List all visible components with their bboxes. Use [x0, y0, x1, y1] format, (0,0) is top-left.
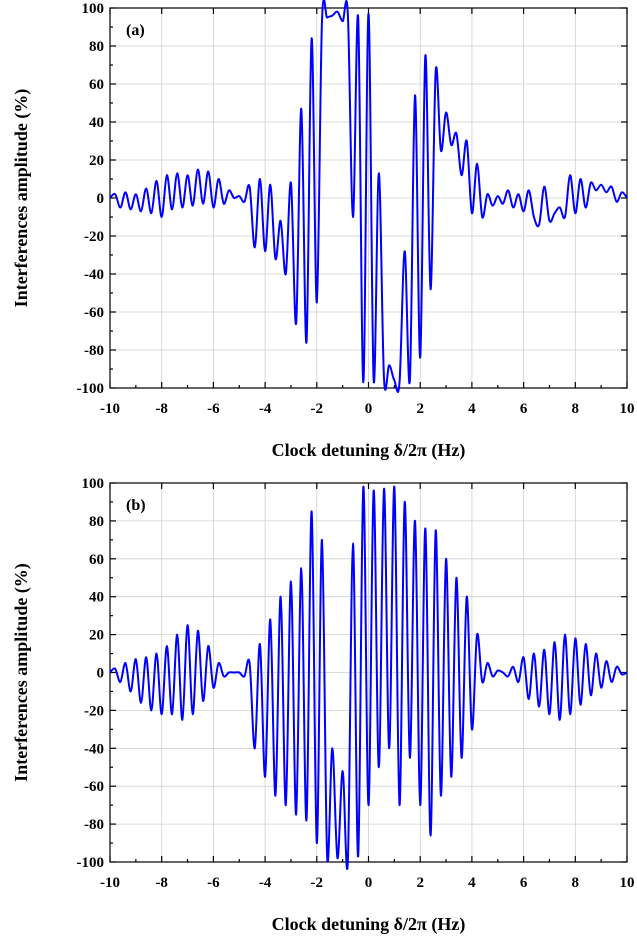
x-tick-label: 0 [365, 401, 373, 417]
y-tick-label: 80 [89, 39, 104, 55]
y-tick-label: 20 [89, 153, 104, 169]
x-tick-label: 4 [468, 875, 476, 891]
panel-a: -10 -8 -6 -4 -2 0 2 4 6 8 10-100-80-60-40-20020406… [11, 0, 635, 461]
x-tick-label: 10 [620, 401, 635, 417]
x-tick-label: 10 [620, 875, 635, 891]
y-tick-label: 40 [89, 590, 104, 606]
y-tick-label: -40 [84, 741, 104, 757]
series-line [109, 485, 628, 870]
panel-b: -10 -8 -6 -4 -2 0 2 4 6 8 10-100-80-60-40-20020406… [11, 476, 635, 935]
x-tick-label: -10 [100, 401, 120, 417]
y-tick-label: 80 [89, 514, 104, 530]
x-tick-label: 2 [416, 875, 424, 891]
y-tick-label: -20 [84, 229, 104, 245]
x-tick-label: 4 [468, 401, 476, 417]
y-tick-label: -40 [84, 267, 104, 283]
x-tick-label: 0 [365, 875, 373, 891]
y-tick-label: -80 [84, 817, 104, 833]
y-tick-label: -80 [84, 343, 104, 359]
y-axis-title: Interferences amplitude (%) [11, 89, 32, 308]
y-tick-label: 0 [97, 191, 105, 207]
x-tick-label: -8 [155, 875, 168, 891]
y-tick-label: 100 [82, 476, 105, 492]
panel-label: (a) [126, 22, 145, 39]
y-tick-label: 60 [89, 77, 104, 93]
x-tick-label: -6 [207, 401, 220, 417]
x-tick-label: -4 [259, 401, 272, 417]
x-tick-label: 2 [416, 401, 424, 417]
y-tick-label: -100 [77, 381, 105, 397]
x-tick-label: -10 [100, 875, 120, 891]
x-tick-label: -4 [259, 875, 272, 891]
y-tick-label: 60 [89, 552, 104, 568]
x-axis-title: Clock detuning δ/2π (Hz) [272, 440, 466, 461]
x-tick-label: 8 [572, 401, 580, 417]
y-tick-label: -20 [84, 703, 104, 719]
x-tick-label: -6 [207, 875, 220, 891]
x-tick-label: 6 [520, 401, 528, 417]
x-tick-label: -2 [311, 401, 324, 417]
gridlines [109, 7, 628, 389]
series-line [109, 0, 628, 393]
y-tick-label: 100 [82, 1, 105, 17]
y-tick-label: -100 [77, 855, 105, 871]
y-tick-label: 0 [97, 666, 105, 682]
x-tick-label: -2 [311, 875, 324, 891]
y-tick-label: 40 [89, 115, 104, 131]
panel-label: (b) [126, 497, 146, 514]
x-tick-label: 8 [572, 875, 580, 891]
x-axis-title: Clock detuning δ/2π (Hz) [272, 914, 466, 935]
y-tick-label: 20 [89, 628, 104, 644]
x-tick-label: -8 [155, 401, 168, 417]
y-tick-label: -60 [84, 305, 104, 321]
y-tick-label: -60 [84, 779, 104, 795]
x-tick-label: 6 [520, 875, 528, 891]
y-axis-title: Interferences amplitude (%) [11, 563, 32, 782]
